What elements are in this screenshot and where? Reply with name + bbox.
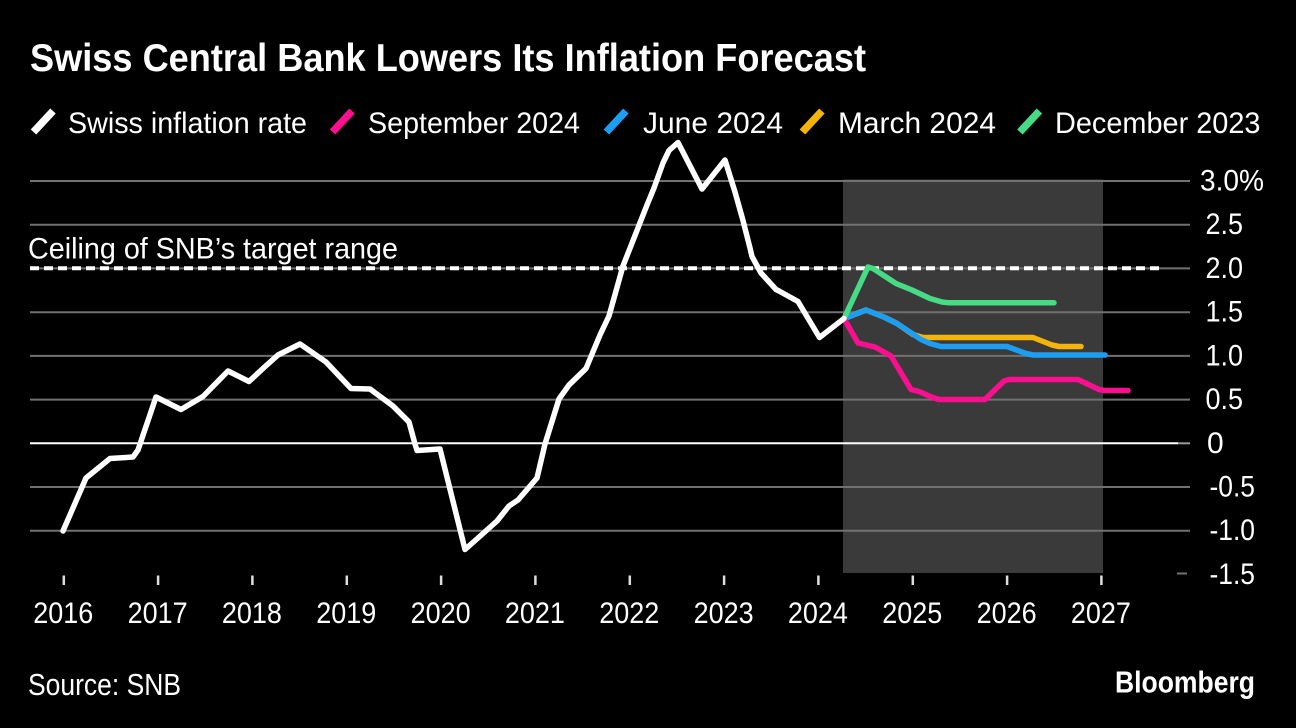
svg-text:2027: 2027 [1071, 597, 1131, 630]
svg-text:3.0%: 3.0% [1200, 165, 1264, 198]
svg-text:-0.5: -0.5 [1210, 471, 1256, 504]
svg-text:2024: 2024 [788, 597, 848, 630]
svg-text:2022: 2022 [599, 597, 659, 630]
svg-text:2026: 2026 [977, 597, 1037, 630]
svg-text:Bloomberg: Bloomberg [1115, 664, 1255, 699]
svg-text:0: 0 [1207, 427, 1224, 460]
svg-text:-1.0: -1.0 [1210, 514, 1256, 547]
svg-text:1.0: 1.0 [1206, 339, 1244, 372]
svg-text:-1.5: -1.5 [1210, 558, 1256, 591]
svg-text:2018: 2018 [222, 597, 282, 630]
svg-text:December 2023: December 2023 [1055, 107, 1261, 140]
svg-text:2.5: 2.5 [1206, 208, 1244, 241]
svg-text:Swiss Central Bank Lowers Its: Swiss Central Bank Lowers Its Inflation … [30, 37, 866, 80]
svg-text:2021: 2021 [505, 597, 565, 630]
svg-text:September 2024: September 2024 [368, 107, 580, 140]
svg-text:2020: 2020 [411, 597, 471, 630]
svg-text:2025: 2025 [882, 597, 942, 630]
svg-text:2016: 2016 [33, 597, 93, 630]
svg-text:2019: 2019 [316, 597, 376, 630]
svg-text:2017: 2017 [128, 597, 188, 630]
svg-text:0.5: 0.5 [1206, 383, 1244, 416]
svg-text:March 2024: March 2024 [838, 107, 996, 140]
svg-text:1.5: 1.5 [1206, 296, 1244, 329]
svg-text:Swiss inflation rate: Swiss inflation rate [68, 107, 307, 140]
svg-text:June 2024: June 2024 [643, 107, 783, 140]
svg-text:2023: 2023 [694, 597, 754, 630]
svg-text:2.0: 2.0 [1206, 252, 1244, 285]
svg-text:Ceiling of SNB’s target range: Ceiling of SNB’s target range [28, 233, 398, 266]
svg-text:Source: SNB: Source: SNB [28, 667, 181, 702]
